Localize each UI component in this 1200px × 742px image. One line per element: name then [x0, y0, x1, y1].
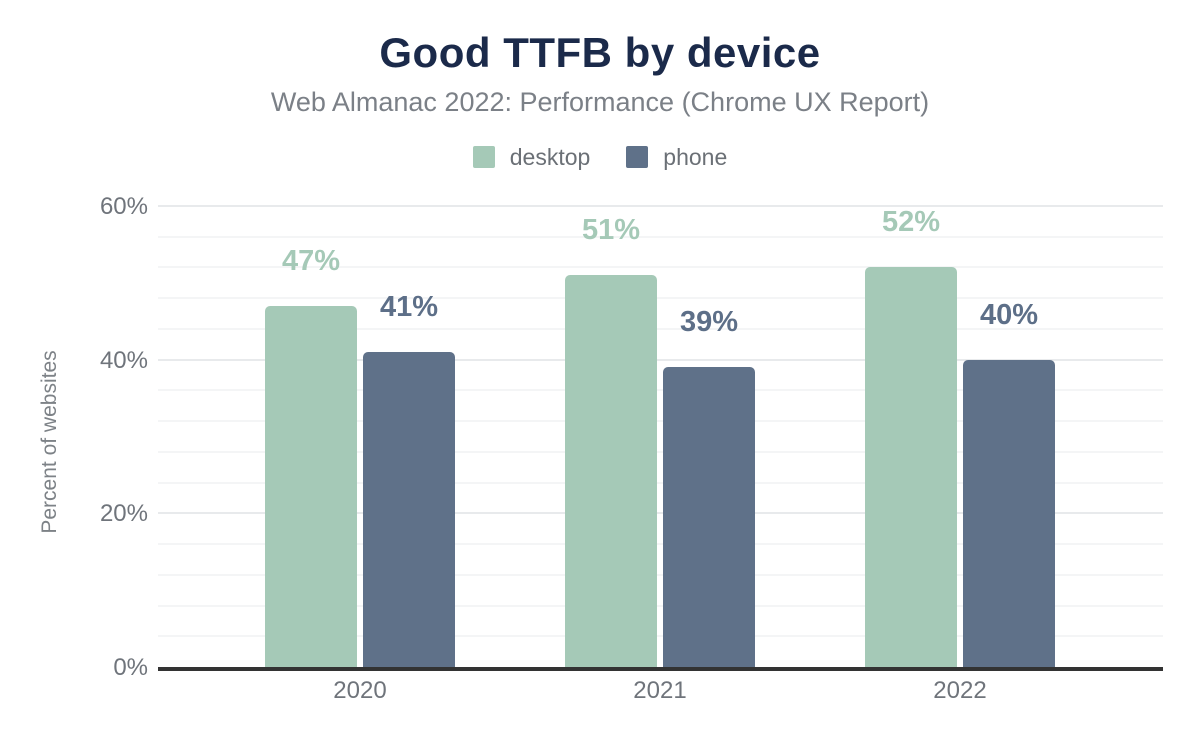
bar-value-label-desktop-2022: 52% [881, 206, 941, 239]
legend-swatch-desktop [472, 146, 495, 168]
bar-desktop-2020 [265, 305, 357, 667]
minor-gridline [158, 327, 1163, 330]
bar-value-label-phone-2021: 39% [679, 306, 739, 339]
major-gridline [158, 358, 1163, 361]
bar-desktop-2022 [865, 267, 957, 667]
minor-gridline [158, 235, 1163, 238]
bar-value-label-desktop-2020: 47% [281, 244, 341, 277]
x-axis-line [158, 667, 1163, 671]
y-axis-title: Percent of websites [38, 350, 61, 534]
major-gridline [158, 512, 1163, 515]
minor-gridline [158, 573, 1163, 576]
y-tick-label-40%: 40% [99, 346, 148, 374]
legend-label-phone: phone [663, 144, 728, 170]
bar-desktop-2021 [565, 275, 657, 667]
x-tick-label-2021: 2021 [633, 677, 687, 704]
bar-phone-2022 [963, 359, 1055, 667]
major-gridline [158, 205, 1163, 207]
minor-gridline [158, 543, 1163, 546]
y-tick-label-60%: 60% [99, 193, 148, 220]
bar-phone-2021 [663, 367, 755, 667]
legend-swatch-phone [626, 146, 649, 168]
minor-gridline [158, 297, 1163, 300]
chart-title: Good TTFB by device [379, 29, 821, 76]
minor-gridline [158, 604, 1163, 607]
y-tick-label-20%: 20% [99, 500, 148, 528]
bar-phone-2020 [363, 351, 455, 667]
legend-item-phone: phone [626, 145, 727, 169]
minor-gridline [158, 389, 1163, 392]
minor-gridline [158, 481, 1163, 484]
y-tick-label-0%: 0% [113, 654, 148, 681]
minor-gridline [158, 266, 1163, 269]
minor-gridline [158, 450, 1163, 453]
x-tick-label-2022: 2022 [933, 677, 987, 704]
legend-label-desktop: desktop [509, 144, 591, 170]
bar-value-label-desktop-2021: 51% [581, 214, 641, 247]
bar-value-label-phone-2022: 40% [979, 298, 1039, 331]
x-tick-label-2020: 2020 [333, 677, 387, 704]
minor-gridline [158, 635, 1163, 638]
chart-legend: desktop phone [0, 142, 1200, 172]
bar-value-label-phone-2020: 41% [379, 290, 439, 323]
legend-item-desktop: desktop [472, 144, 591, 170]
plot-area: 47% 51% 52% 41% 39% 40% [158, 205, 1163, 667]
minor-gridline [158, 420, 1163, 423]
chart-subtitle: Web Almanac 2022: Performance (Chrome UX… [270, 87, 930, 117]
